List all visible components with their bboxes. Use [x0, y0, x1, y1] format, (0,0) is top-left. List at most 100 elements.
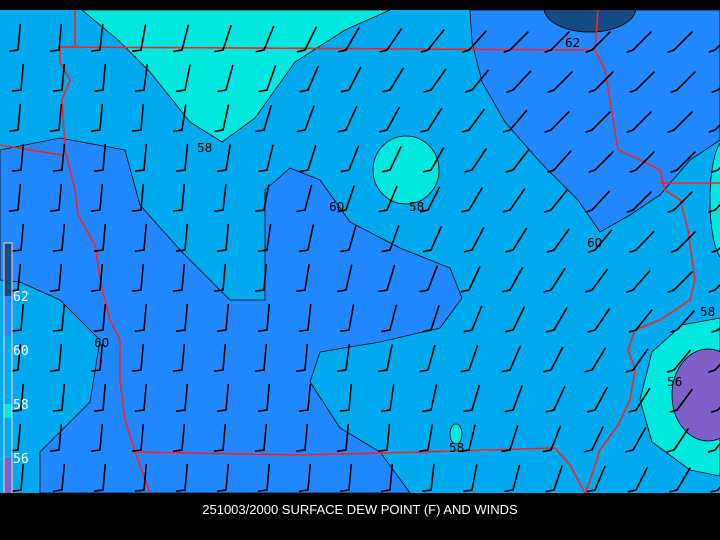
wind-barb: [172, 424, 186, 452]
wind-barb: [52, 384, 66, 412]
wind-barb: [588, 71, 614, 94]
wind-barb: [463, 384, 481, 413]
wind-barb: [257, 464, 271, 492]
wind-barb: [419, 186, 441, 213]
wind-barb: [542, 425, 562, 453]
wind-barb: [296, 105, 315, 133]
legend-swatch-56-58: [4, 404, 12, 418]
wind-barb: [379, 28, 403, 53]
wind-barb: [93, 224, 107, 252]
wind-barb: [585, 190, 611, 213]
region-56-58-small: [449, 423, 463, 445]
wind-barb: [584, 268, 609, 293]
map-title: 251003/2000 SURFACE DEW POINT (F) AND WI…: [202, 502, 518, 517]
contour-labels: 62 58 60 58 60 58 60 56 58: [94, 36, 715, 455]
wind-barb: [216, 144, 232, 173]
wind-barb: [463, 464, 478, 493]
wind-barb: [460, 424, 476, 453]
wind-barb: [708, 203, 720, 214]
wind-barb: [505, 148, 530, 173]
wind-barb: [254, 424, 268, 452]
wind-barb: [381, 225, 400, 253]
wind-barb: [299, 224, 315, 253]
wind-barb: [90, 24, 104, 52]
wind-barb: [90, 184, 104, 212]
wind-barb: [625, 348, 649, 373]
wind-barb: [461, 108, 486, 133]
wind-barb: [338, 27, 360, 53]
wind-barb: [213, 264, 227, 292]
wind-barb: [545, 385, 566, 413]
wind-barb: [708, 363, 720, 373]
legend-label: 60: [13, 344, 29, 359]
wind-barb: [52, 304, 66, 332]
wind-barb: [336, 424, 350, 452]
wind-barb: [298, 464, 312, 492]
wind-barb: [172, 344, 186, 372]
wind-barb: [131, 424, 145, 452]
wind-barb: [299, 144, 317, 173]
wind-barb: [586, 465, 606, 493]
wind-barb: [382, 67, 405, 93]
wind-barb: [172, 184, 186, 212]
wind-barb: [216, 304, 230, 332]
legend-label: 58: [13, 398, 29, 413]
wind-barb: [378, 264, 396, 293]
wind-barb: [670, 310, 695, 333]
contour-label: 60: [94, 336, 109, 350]
wind-barb: [378, 344, 393, 373]
wind-barb: [378, 106, 401, 133]
wind-barb: [461, 187, 483, 213]
wind-barb: [420, 29, 445, 53]
wind-barb: [340, 145, 360, 173]
wind-barb: [504, 306, 526, 333]
wind-barb: [90, 424, 104, 452]
wind-barb: [503, 31, 529, 54]
wind-barb: [505, 227, 528, 253]
wind-barb: [667, 31, 693, 54]
wind-barb: [175, 304, 189, 332]
wind-barb: [258, 65, 277, 93]
legend-swatch-58-60-b: [4, 418, 12, 458]
wind-barb: [504, 464, 521, 493]
wind-barbs: [8, 24, 720, 493]
wind-barb: [501, 424, 519, 453]
wind-barb: [217, 64, 234, 93]
wind-barb: [254, 264, 268, 292]
wind-barb: [464, 147, 488, 173]
wind-barb: [52, 144, 66, 172]
legend-label: 62: [13, 290, 29, 305]
contour-label: 62: [565, 36, 580, 50]
wind-barb: [708, 123, 720, 134]
region-60-62-west: [0, 137, 463, 494]
wind-barb: [463, 226, 485, 253]
wind-barb: [502, 188, 526, 213]
legend-swatch-58-60: [4, 336, 12, 404]
wind-barb: [708, 43, 720, 54]
color-legend: 62 60 58 56: [3, 242, 29, 513]
wind-barb: [587, 308, 611, 333]
wind-barb: [93, 64, 107, 92]
wind-barb: [711, 326, 720, 334]
wind-barb: [626, 31, 652, 54]
wind-barb: [710, 406, 720, 413]
wind-barb: [134, 384, 148, 412]
wind-barb: [11, 384, 25, 412]
wind-barb: [543, 189, 568, 213]
region-56-58-center: [372, 135, 440, 205]
wind-barb: [52, 464, 66, 492]
wind-barb: [628, 387, 651, 413]
contour-label: 58: [197, 141, 212, 155]
wind-barb: [626, 111, 652, 134]
wind-barb: [420, 107, 443, 133]
wind-barb: [216, 384, 230, 412]
wind-barb: [337, 264, 353, 293]
wind-barb: [216, 224, 230, 252]
wind-barb: [380, 384, 395, 413]
wind-barb: [131, 264, 145, 292]
wind-barb: [134, 224, 148, 252]
wind-barb: [542, 346, 564, 373]
wind-barb: [422, 305, 440, 333]
top-border: [0, 0, 720, 10]
